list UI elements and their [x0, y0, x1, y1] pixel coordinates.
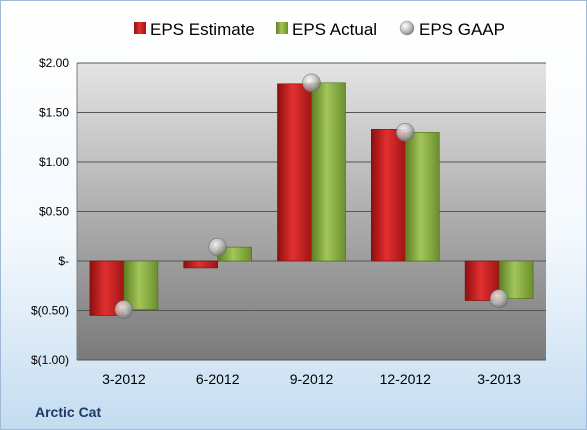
gaap-marker: [489, 289, 509, 308]
bar-eps-actual: [123, 260, 159, 310]
bar-eps-estimate: [183, 260, 218, 269]
x-category-label: 3-2013: [477, 371, 521, 387]
gaap-marker: [114, 300, 134, 319]
gaap-marker: [208, 237, 227, 257]
y-tick-label: $-: [58, 254, 69, 268]
bar-eps-actual: [311, 82, 346, 262]
legend-marker-gaap: [399, 20, 415, 36]
legend-swatch-estimate: [134, 22, 146, 34]
legend-label-gaap: EPS GAAP: [419, 20, 505, 39]
legend: EPS Estimate EPS Actual EPS GAAP: [134, 20, 505, 39]
x-category-label: 9-2012: [290, 371, 334, 387]
y-tick-label: $1.50: [39, 106, 69, 120]
x-category-label: 3-2012: [102, 371, 146, 387]
x-category-label: 12-2012: [380, 371, 432, 387]
gaap-marker: [395, 123, 415, 142]
y-tick-label: $0.50: [39, 205, 69, 219]
legend-item-gaap: EPS GAAP: [399, 20, 505, 39]
gaap-marker: [302, 73, 321, 93]
gaap-markers: [114, 73, 509, 319]
bar-eps-estimate: [277, 83, 312, 262]
y-tick-label: $2.00: [39, 56, 69, 70]
y-tick-label: $1.00: [39, 155, 69, 169]
y-tick-label: $(1.00): [31, 353, 69, 367]
legend-item-estimate: EPS Estimate: [134, 20, 255, 39]
legend-label-estimate: EPS Estimate: [150, 20, 255, 39]
x-axis-categories: 3-2012 6-2012 9-2012 12-2012 3-2013: [102, 371, 521, 387]
bar-eps-actual: [404, 132, 440, 262]
bar-eps-estimate: [370, 129, 406, 262]
company-name: Arctic Cat: [35, 404, 101, 420]
y-axis-ticks: $2.00 $1.50 $1.00 $0.50 $- $(0.50) $(1.00): [31, 56, 69, 367]
x-category-label: 6-2012: [196, 371, 240, 387]
y-tick-label: $(0.50): [31, 304, 69, 318]
legend-label-actual: EPS Actual: [292, 20, 377, 39]
legend-item-actual: EPS Actual: [276, 20, 377, 39]
legend-swatch-actual: [276, 22, 288, 34]
